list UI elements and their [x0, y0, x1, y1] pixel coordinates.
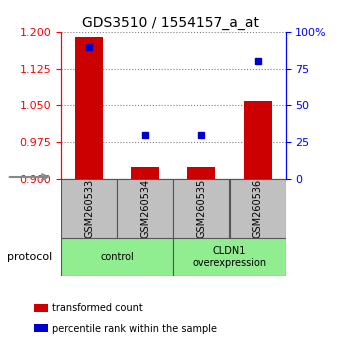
Text: GSM260534: GSM260534 [140, 179, 150, 238]
Bar [61, 179, 117, 238]
Text: GSM260535: GSM260535 [197, 179, 206, 238]
Bar [131, 167, 159, 179]
Bar [243, 101, 272, 179]
Text: GDS3510 / 1554157_a_at: GDS3510 / 1554157_a_at [82, 16, 258, 30]
Bar [173, 238, 286, 276]
Bar [61, 238, 173, 276]
Text: percentile rank within the sample: percentile rank within the sample [52, 324, 217, 333]
Text: CLDN1
overexpression: CLDN1 overexpression [192, 246, 267, 268]
Bar [75, 37, 103, 179]
Text: transformed count: transformed count [52, 303, 142, 313]
Bar [187, 167, 216, 179]
Text: control: control [100, 252, 134, 262]
Text: protocol: protocol [7, 252, 52, 262]
Text: GSM260536: GSM260536 [253, 179, 262, 238]
Bar [230, 179, 286, 238]
Text: GSM260533: GSM260533 [84, 179, 94, 238]
Bar [173, 179, 230, 238]
Bar [117, 179, 173, 238]
